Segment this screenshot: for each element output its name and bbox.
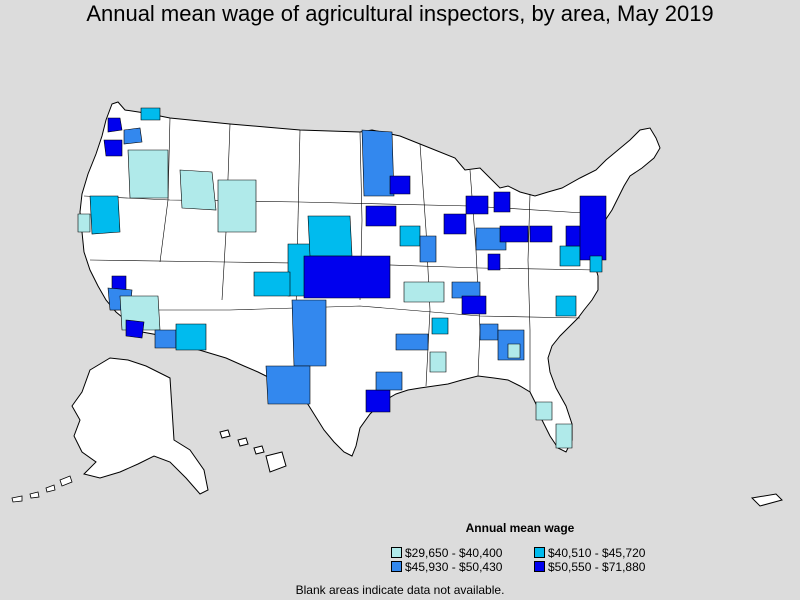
legend-title: Annual mean wage xyxy=(465,521,575,535)
area-tier3 xyxy=(419,235,437,263)
area-tier1 xyxy=(555,423,573,449)
area-tier2 xyxy=(89,195,121,235)
area-tier3 xyxy=(395,333,429,351)
area-tier1 xyxy=(507,343,521,359)
area-tier4 xyxy=(389,175,411,195)
area-tier3 xyxy=(475,227,507,251)
area-tier3 xyxy=(375,371,403,391)
alaska-islands xyxy=(11,475,73,503)
area-tier2 xyxy=(559,245,581,267)
area-tier3 xyxy=(123,127,143,145)
area-tier3 xyxy=(361,129,395,197)
area-tier1 xyxy=(429,351,447,373)
area-tier2 xyxy=(399,225,421,247)
area-tier1 xyxy=(535,401,553,421)
area-tier4 xyxy=(461,295,487,315)
area-tier4 xyxy=(443,213,467,235)
area-tier2 xyxy=(253,271,291,297)
legend-swatch xyxy=(391,547,402,559)
area-tier1 xyxy=(217,179,257,233)
footnote: Blank areas indicate data not available. xyxy=(295,583,505,597)
area-tier2 xyxy=(589,255,603,273)
area-tier1 xyxy=(179,169,217,211)
legend-label: $45,930 - $50,430 xyxy=(405,560,503,574)
wage-areas xyxy=(77,107,607,449)
map-title: Annual mean wage of agricultural inspect… xyxy=(86,1,714,26)
area-tier4 xyxy=(365,205,397,227)
legend-item-tier4: $50,550 - $71,880 xyxy=(534,560,645,574)
area-tier3 xyxy=(291,299,327,367)
legend-label: $50,550 - $71,880 xyxy=(548,560,646,574)
area-tier2 xyxy=(307,215,353,257)
alaska-outline xyxy=(71,357,209,495)
legend-item-tier2: $40,510 - $45,720 xyxy=(534,546,645,560)
puerto-rico-outline xyxy=(750,493,783,507)
area-tier4 xyxy=(487,253,501,271)
legend-swatch xyxy=(391,561,402,573)
area-tier4 xyxy=(465,195,489,215)
legend-label: $40,510 - $45,720 xyxy=(548,546,646,560)
legend-item-tier3: $45,930 - $50,430 xyxy=(391,560,502,574)
area-tier1 xyxy=(77,213,91,233)
area-tier1 xyxy=(127,149,169,199)
area-tier2 xyxy=(431,317,449,335)
legend-swatch xyxy=(534,561,545,573)
area-tier3 xyxy=(479,323,499,341)
area-tier3 xyxy=(265,365,311,405)
area-tier3 xyxy=(154,329,177,349)
area-tier4 xyxy=(365,389,391,413)
area-tier2 xyxy=(555,295,577,317)
area-tier4 xyxy=(107,117,123,133)
legend-item-tier1: $29,650 - $40,400 xyxy=(391,546,502,560)
legend-label: $29,650 - $40,400 xyxy=(405,546,503,560)
area-tier3 xyxy=(451,281,481,299)
area-tier4 xyxy=(499,225,529,243)
area-tier4 xyxy=(125,319,145,339)
hawaii-islands xyxy=(219,429,287,473)
area-tier1 xyxy=(403,281,445,303)
area-tier4 xyxy=(493,191,511,213)
area-tier4 xyxy=(103,139,123,157)
area-tier4 xyxy=(303,255,391,299)
area-tier2 xyxy=(175,323,207,351)
area-tier2 xyxy=(140,107,161,121)
legend-swatch xyxy=(534,547,545,559)
area-tier4 xyxy=(529,225,553,243)
area-tier4 xyxy=(579,195,607,261)
